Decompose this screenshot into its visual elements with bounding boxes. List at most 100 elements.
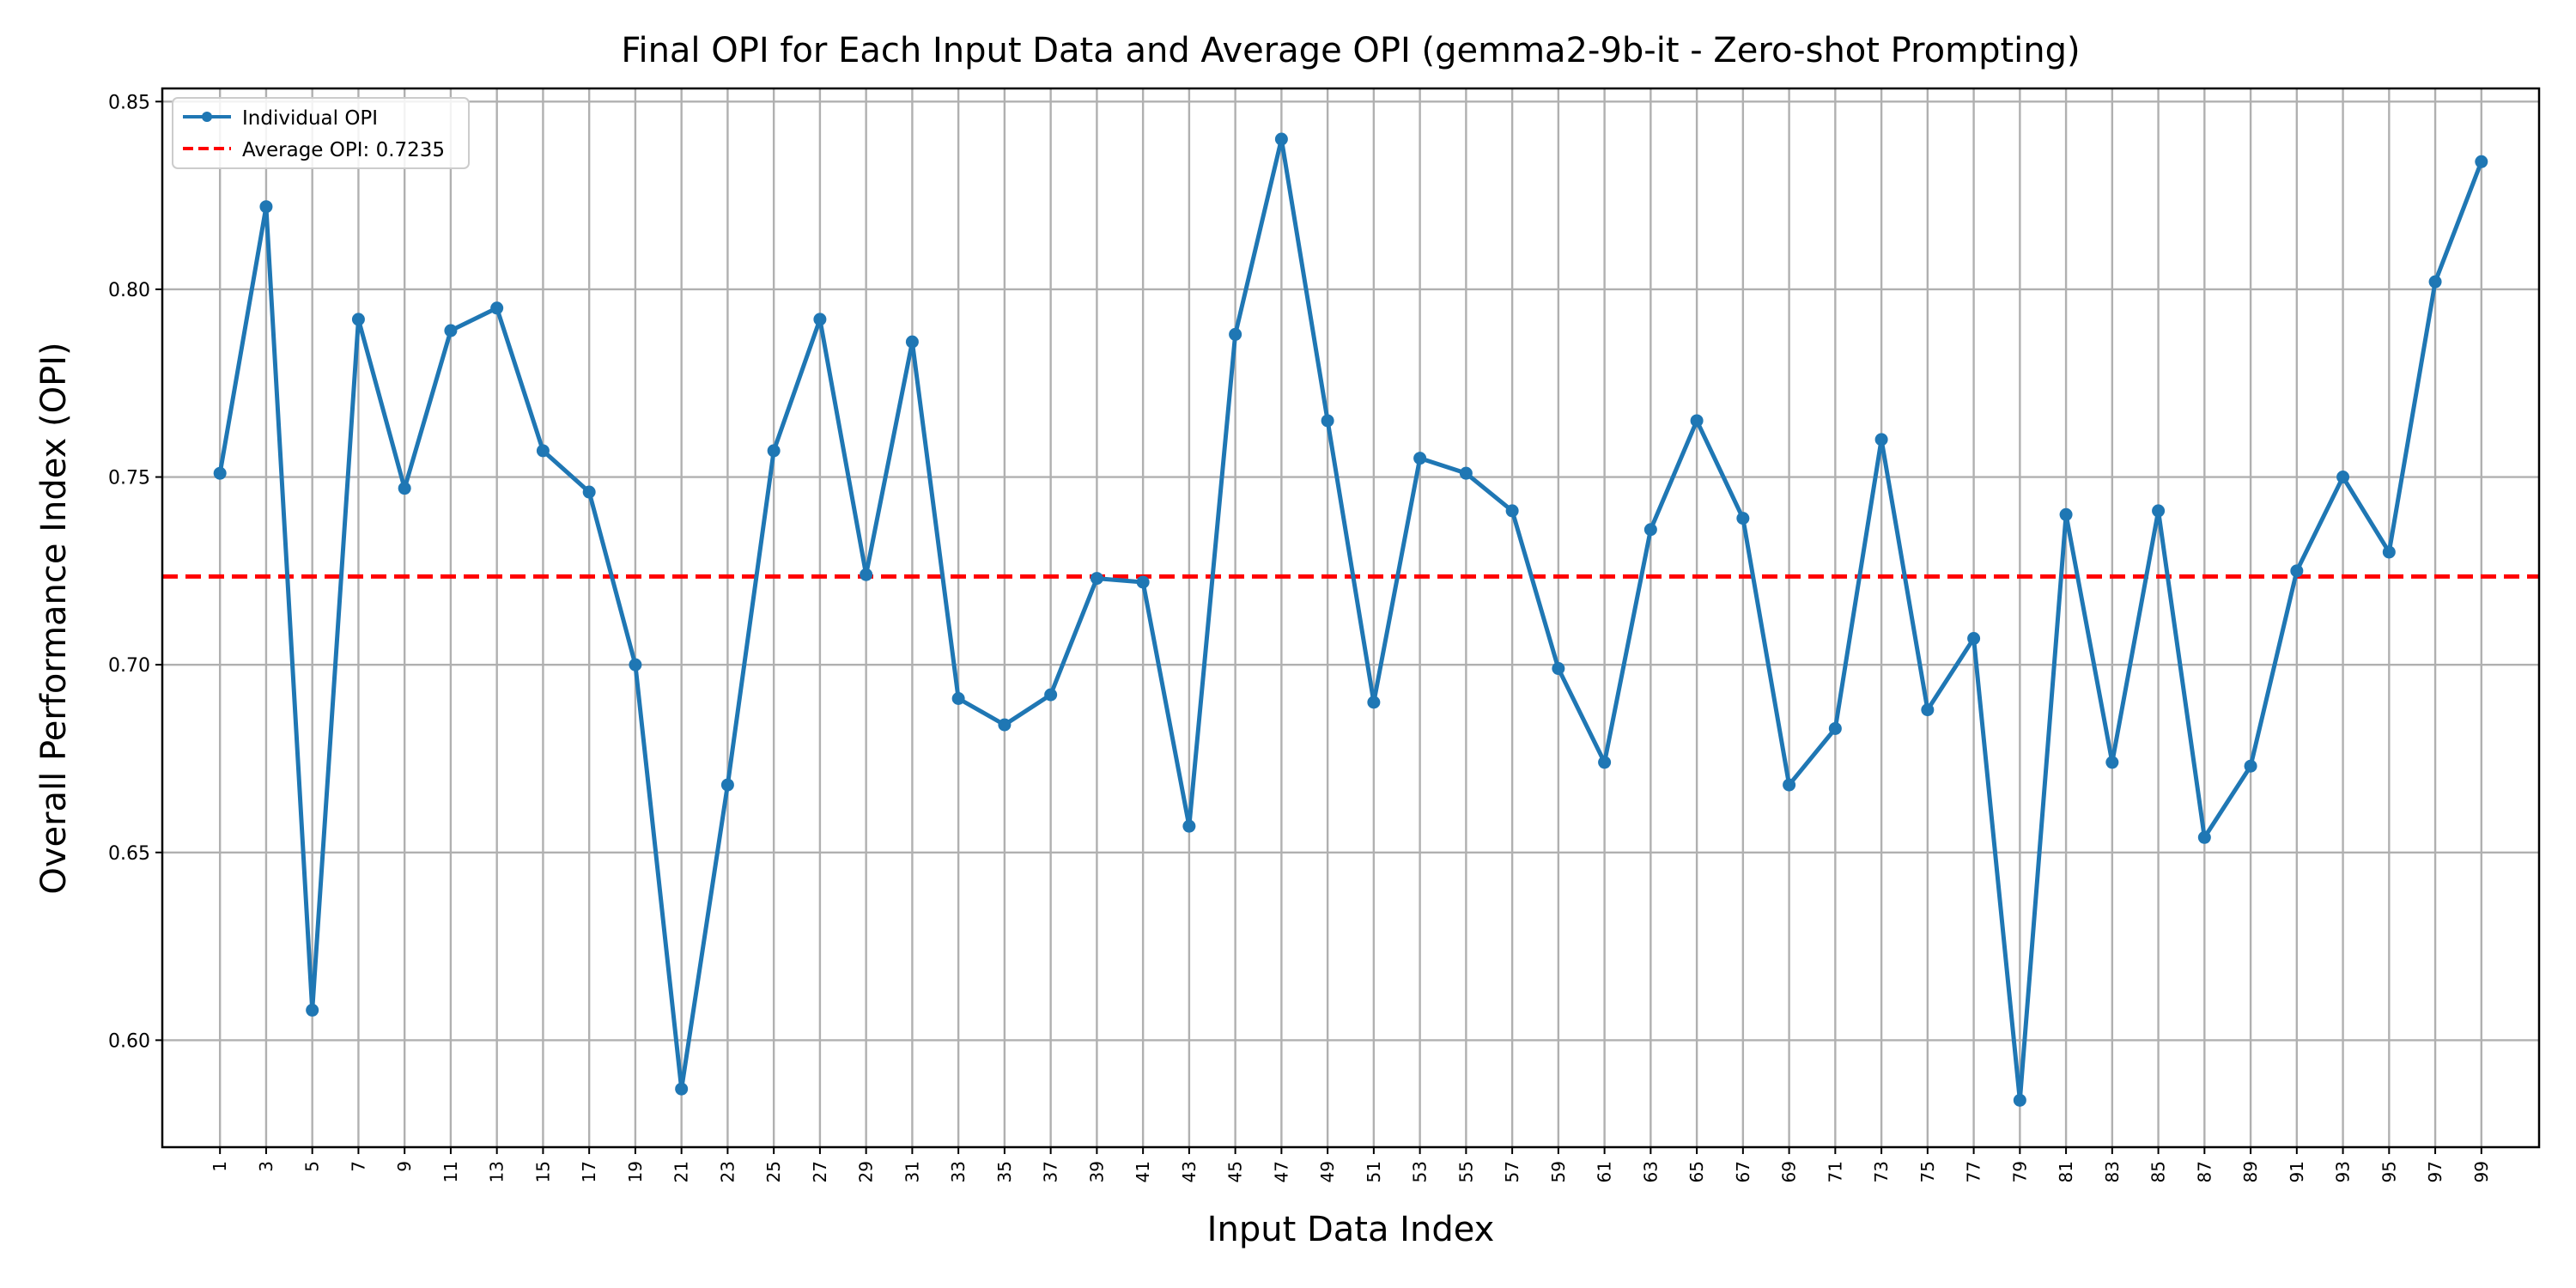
- x-tick-label: 57: [1502, 1161, 1522, 1182]
- x-tick-label: 59: [1548, 1161, 1569, 1182]
- y-tick-label: 0.65: [108, 843, 150, 865]
- data-point: [1413, 452, 1427, 465]
- legend: Individual OPI Average OPI: 0.7235: [172, 97, 470, 169]
- data-point: [1783, 778, 1796, 792]
- data-point: [1044, 688, 1058, 702]
- legend-series-label: Individual OPI: [242, 107, 378, 130]
- x-tick-label: 35: [994, 1161, 1015, 1182]
- data-point: [1643, 523, 1657, 537]
- x-tick-label: 55: [1455, 1161, 1476, 1182]
- data-point: [1690, 414, 1704, 428]
- grid: [162, 88, 2539, 1147]
- legend-series-marker: [202, 112, 212, 122]
- data-point: [720, 778, 734, 792]
- data-point: [1598, 756, 1612, 769]
- data-point: [2475, 155, 2488, 168]
- data-point: [1367, 696, 1381, 709]
- x-tick-label: 33: [948, 1161, 969, 1182]
- x-tick-label: 75: [1917, 1161, 1938, 1182]
- x-tick-label: 77: [1964, 1161, 1984, 1182]
- x-tick-label: 23: [717, 1161, 738, 1182]
- series-layer: [213, 132, 2488, 1107]
- x-tick-label: 61: [1595, 1161, 1615, 1182]
- x-tick-label: 63: [1640, 1161, 1661, 1182]
- y-tick-label: 0.75: [108, 468, 150, 489]
- x-tick-label: 53: [1410, 1161, 1431, 1182]
- x-tick-label: 43: [1179, 1161, 1200, 1182]
- x-tick-label: 85: [2148, 1161, 2169, 1182]
- y-tick-label: 0.60: [108, 1030, 150, 1052]
- x-tick-label: 25: [763, 1161, 784, 1182]
- data-point: [2382, 545, 2396, 559]
- x-tick-label: 81: [2056, 1161, 2076, 1182]
- data-point: [1459, 466, 1473, 480]
- x-tick-label: 49: [1317, 1161, 1338, 1182]
- data-point: [536, 444, 550, 458]
- data-point: [2336, 471, 2350, 484]
- x-tick-label: 5: [302, 1161, 323, 1172]
- data-point: [2290, 564, 2304, 578]
- data-point: [1229, 327, 1242, 341]
- y-axis: 0.60 0.65 0.70 0.75 0.80 0.85: [108, 92, 162, 1052]
- data-point: [905, 335, 919, 349]
- x-tick-label: 31: [902, 1161, 922, 1182]
- data-point: [2197, 830, 2211, 844]
- x-tick-label: 45: [1225, 1161, 1246, 1182]
- x-axis: 1 3 5 7 9 11 13 15 17 19 21 23 25 27 29 31 33 35 37 39 41 43 4…: [210, 1147, 2492, 1182]
- data-point: [1505, 504, 1519, 518]
- y-tick-label: 0.80: [108, 280, 150, 301]
- x-tick-label: 65: [1686, 1161, 1707, 1182]
- data-point: [1552, 662, 1565, 676]
- x-tick-label: 79: [2009, 1161, 2030, 1182]
- x-tick-label: 97: [2425, 1161, 2445, 1182]
- data-point: [2059, 507, 2073, 521]
- x-tick-label: 9: [394, 1161, 415, 1172]
- data-point: [1828, 721, 1842, 735]
- x-tick-label: 67: [1733, 1161, 1753, 1182]
- y-axis-label: Overall Performance Index (OPI): [34, 342, 74, 894]
- data-point: [1967, 632, 1981, 646]
- x-tick-label: 13: [487, 1161, 507, 1182]
- x-tick-label: 93: [2333, 1161, 2354, 1182]
- x-tick-label: 89: [2240, 1161, 2261, 1182]
- y-tick-label: 0.70: [108, 655, 150, 677]
- data-point: [813, 313, 827, 326]
- x-tick-label: 83: [2102, 1161, 2123, 1182]
- series-line: [217, 137, 2484, 1103]
- data-point: [1090, 572, 1103, 586]
- x-tick-label: 39: [1086, 1161, 1107, 1182]
- x-tick-label: 15: [532, 1161, 553, 1182]
- x-tick-label: 21: [671, 1161, 692, 1182]
- x-tick-label: 1: [210, 1161, 230, 1172]
- plot-frame: [161, 87, 2541, 1149]
- data-point: [767, 444, 781, 458]
- data-point: [2428, 275, 2442, 289]
- data-point: [629, 658, 642, 671]
- x-tick-label: 3: [256, 1161, 276, 1172]
- x-tick-label: 29: [856, 1161, 877, 1182]
- data-point: [582, 485, 596, 499]
- x-tick-label: 95: [2379, 1161, 2399, 1182]
- data-point: [213, 466, 227, 480]
- x-tick-label: 27: [810, 1161, 830, 1182]
- x-tick-label: 19: [625, 1161, 646, 1182]
- data-point: [259, 200, 273, 214]
- data-point: [398, 482, 411, 495]
- x-tick-label: 91: [2287, 1161, 2307, 1182]
- data-point: [1321, 414, 1334, 428]
- data-point: [306, 1003, 319, 1017]
- x-tick-label: 17: [579, 1161, 599, 1182]
- data-point: [675, 1082, 689, 1096]
- data-point: [2244, 759, 2257, 773]
- data-point: [1274, 132, 1288, 146]
- data-point: [951, 692, 965, 706]
- y-tick-label: 0.85: [108, 92, 150, 113]
- x-tick-label: 47: [1271, 1161, 1291, 1182]
- chart-title: Final OPI for Each Input Data and Averag…: [621, 31, 2080, 70]
- legend-average-label: Average OPI: 0.7235: [242, 139, 445, 161]
- x-tick-label: 99: [2471, 1161, 2492, 1182]
- x-tick-label: 87: [2194, 1161, 2215, 1182]
- data-point: [998, 718, 1012, 732]
- x-tick-label: 11: [440, 1161, 461, 1182]
